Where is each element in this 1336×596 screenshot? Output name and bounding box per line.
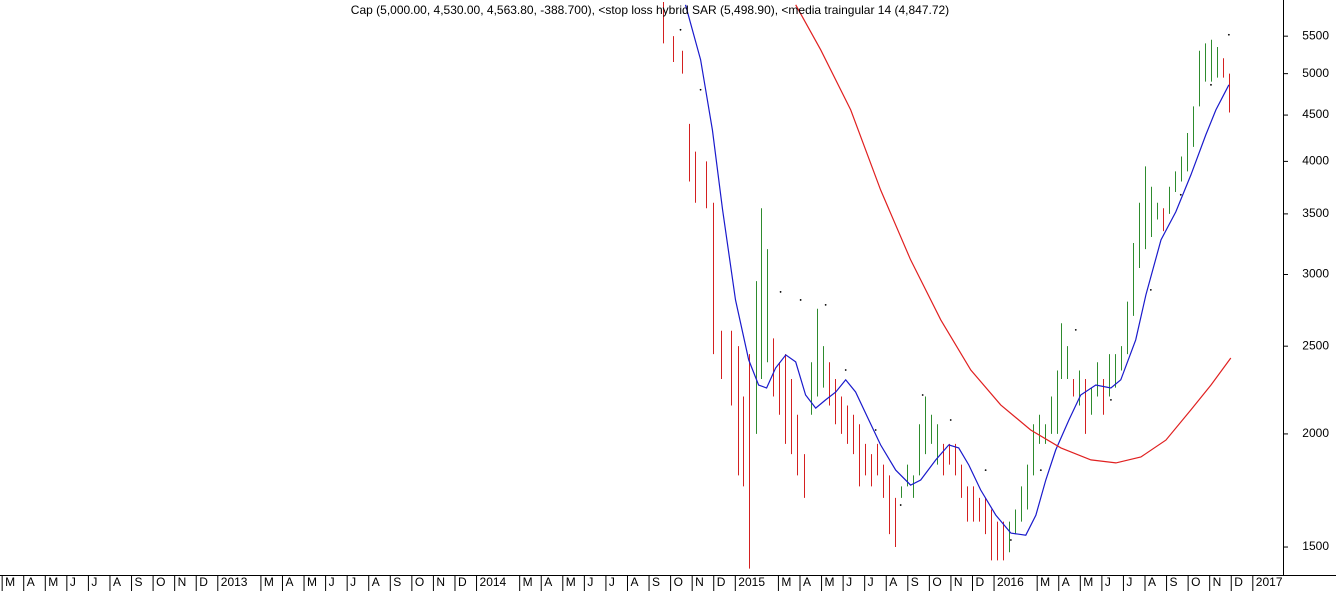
sar-dot — [1074, 328, 1077, 331]
x-tick-label: O — [674, 575, 683, 589]
x-tick-label: A — [544, 575, 552, 589]
sar-dot — [874, 429, 877, 431]
y-tick-label: 1500 — [1302, 539, 1329, 553]
x-tick-label: J — [91, 575, 97, 589]
x-tick-label: A — [285, 575, 293, 589]
x-tick-label: J — [70, 575, 76, 589]
sar-dot — [1210, 83, 1212, 86]
chart-title: Cap (5,000.00, 4,530.00, 4,563.80, -388.… — [351, 3, 949, 17]
x-tick-label: A — [803, 575, 811, 589]
x-tick-label: J — [587, 575, 593, 589]
x-tick-label: O — [415, 575, 424, 589]
x-tick-label: O — [156, 575, 165, 589]
sar-dot — [844, 369, 847, 371]
x-tick-label: D — [458, 575, 467, 589]
x-tick-label: M — [523, 575, 533, 589]
x-tick-label: 2017 — [1256, 575, 1283, 589]
sar-dot — [779, 291, 782, 293]
x-tick-label: A — [889, 575, 897, 589]
x-tick-label: M — [264, 575, 274, 589]
sar-dot — [984, 469, 987, 472]
plot-area — [663, 1, 1232, 569]
x-tick-label: A — [113, 575, 121, 589]
sar-dot — [921, 394, 924, 396]
sar-dot — [1039, 469, 1042, 472]
x-tick-label: J — [1105, 575, 1111, 589]
y-tick-label: 2500 — [1302, 338, 1329, 352]
x-tick-label: 2013 — [221, 575, 248, 589]
x-tick-label: S — [393, 575, 401, 589]
x-tick-label: J — [1126, 575, 1132, 589]
x-tick-label: J — [350, 575, 356, 589]
moving-average-line — [795, 4, 1232, 464]
sar-dot — [1009, 539, 1012, 541]
x-tick-label: A — [1148, 575, 1156, 589]
sar-dot — [699, 88, 702, 91]
x-tick-label: M — [825, 575, 835, 589]
sar-dot — [899, 504, 902, 506]
sar-dot — [949, 419, 952, 421]
sar-dot — [1149, 288, 1152, 291]
x-tick-label: D — [975, 575, 984, 589]
x-tick-label: A — [372, 575, 380, 589]
sar-dot — [1227, 33, 1230, 36]
x-tick-label: J — [329, 575, 335, 589]
x-tick-label: 2015 — [738, 575, 765, 589]
x-tick-label: D — [717, 575, 726, 589]
x-tick-label: J — [846, 575, 852, 589]
y-tick-label: 3000 — [1302, 267, 1329, 281]
sar-dot — [799, 299, 802, 301]
x-tick-label: O — [1191, 575, 1200, 589]
x-tick-label: O — [932, 575, 941, 589]
x-tick-label: M — [781, 575, 791, 589]
x-tick-label: A — [27, 575, 35, 589]
x-tick-label: A — [630, 575, 638, 589]
x-tick-label: M — [307, 575, 317, 589]
y-tick-label: 2000 — [1302, 426, 1329, 440]
y-tick-label: 4000 — [1302, 154, 1329, 168]
sar-dot — [1110, 398, 1112, 401]
x-tick-label: A — [1062, 575, 1070, 589]
sar-dot — [1179, 193, 1182, 196]
x-tick-label: M — [1083, 575, 1093, 589]
sar-dot — [824, 303, 827, 306]
x-tick-label: M — [566, 575, 576, 589]
sar-dot — [679, 28, 682, 31]
y-tick-label: 5500 — [1302, 28, 1329, 42]
x-tick-label: J — [609, 575, 615, 589]
y-tick-label: 4500 — [1302, 107, 1329, 121]
x-tick-label: S — [911, 575, 919, 589]
x-tick-label: M — [48, 575, 58, 589]
x-tick-label: N — [436, 575, 445, 589]
x-tick-label: 2014 — [480, 575, 507, 589]
x-tick-label: S — [652, 575, 660, 589]
x-tick-label: N — [1213, 575, 1222, 589]
x-tick-label: M — [5, 575, 15, 589]
x-tick-label: J — [868, 575, 874, 589]
x-tick-label: D — [199, 575, 208, 589]
x-tick-label: N — [954, 575, 963, 589]
y-tick-label: 3500 — [1302, 206, 1329, 220]
x-tick-label: N — [695, 575, 704, 589]
x-tick-label: D — [1234, 575, 1243, 589]
x-tick-label: S — [1170, 575, 1178, 589]
x-tick-label: M — [1040, 575, 1050, 589]
moving-average-line — [684, 4, 1230, 536]
x-tick-label: N — [178, 575, 187, 589]
y-tick-label: 5000 — [1302, 66, 1329, 80]
x-tick-label: 2016 — [997, 575, 1024, 589]
x-tick-label: S — [135, 575, 143, 589]
